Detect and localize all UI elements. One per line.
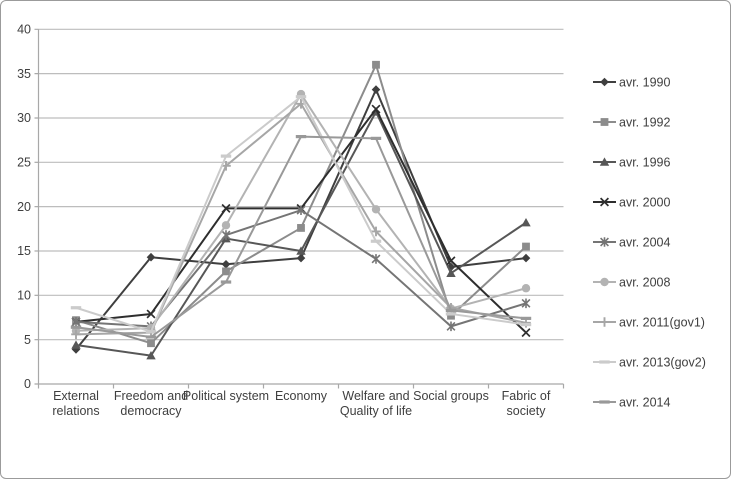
x-category-label: Welfare and [342,389,409,403]
series-avr-2004-marker-star [221,230,231,240]
y-tick-label: 35 [17,67,31,81]
series-avr-2011-gov1--marker-plus [371,226,381,237]
series-avr-1996-line [75,110,527,357]
legend-item-avr-1996-marker-triangle [599,157,610,166]
legend-item-avr-1990-label: avr. 1990 [619,75,670,89]
x-category-label: Economy [275,389,328,403]
series-avr-1990-marker-diamond [221,259,231,269]
series-avr-1990-marker-diamond [146,252,156,262]
series-avr-1996-marker-triangle [71,340,81,349]
series-avr-1992-marker-square [522,242,530,251]
legend-item-avr-2000-label: avr. 2000 [619,195,670,209]
y-tick-label: 15 [17,244,31,258]
legend-item-avr-2004-label: avr. 2004 [619,235,670,249]
series-avr-2000-marker-x [221,203,231,213]
series-avr-2004-marker-star [446,321,456,332]
series-avr-1992-marker-square [297,224,305,232]
series-avr-1990-marker-diamond [296,253,306,263]
x-category-label: Quality of life [340,404,412,418]
y-tick-label: 0 [24,377,31,391]
x-category-label: Political system [183,389,269,403]
series-avr-1990-marker-diamond [521,253,531,263]
legend-item-avr-2008-label: avr. 2008 [619,275,670,289]
legend-item-avr-1990-marker-diamond [600,77,609,87]
series-avr-2000-marker-x [521,328,531,338]
legend-item-avr-2000-marker-x [599,197,610,207]
series-avr-2004-marker-star [521,298,531,309]
legend-item-avr-1996-label: avr. 1996 [619,155,670,169]
x-category-label: society [507,404,547,418]
legend-item-avr-2013-gov2--label: avr. 2013(gov2) [619,355,706,369]
series-avr-1996-marker-triangle [521,218,531,227]
series-avr-1996-marker-triangle [446,268,456,277]
series-avr-2008-marker-circle [521,284,531,293]
legend-item-avr-2004-marker-star [600,237,609,247]
x-category-label: Fabric of [502,389,551,403]
series-avr-1996-marker-triangle [296,246,306,255]
series-avr-1992-marker-square [222,267,230,276]
x-category-label: External [53,389,99,403]
y-tick-label: 40 [17,23,31,37]
series-avr-2008-marker-circle [371,205,381,214]
x-category-label: relations [52,404,99,418]
y-tick-label: 5 [24,333,31,347]
x-category-label: Freedom and [114,389,188,403]
legend-item-avr-2014-label: avr. 2014 [619,395,670,409]
y-tick-label: 30 [17,111,31,125]
legend-item-avr-2011-gov1--marker-plus [599,317,610,327]
series-avr-2000-marker-x [446,256,456,266]
series-avr-1990-marker-diamond [371,85,381,94]
legend-item-avr-2011-gov1--label: avr. 2011(gov1) [619,315,705,329]
series-avr-2000-marker-x [371,104,381,114]
series-avr-2008-marker-circle [221,221,231,230]
x-category-label: Social groups [413,389,489,403]
series-avr-2000-line [75,108,527,334]
series-avr-2004-marker-star [371,254,381,264]
series-avr-2011-gov1--marker-plus [71,329,81,340]
y-tick-label: 20 [17,200,31,214]
series-avr-1992-marker-square [447,311,455,320]
legend-item-avr-1992-marker-square [600,118,609,126]
y-tick-label: 10 [17,289,31,303]
y-tick-label: 25 [17,156,31,170]
x-category-label: democracy [120,404,182,418]
series-avr-2004-marker-star [71,317,81,327]
legend-item-avr-1992-label: avr. 1992 [619,115,670,129]
series-avr-1996-marker-triangle [146,351,156,360]
series-avr-1992-marker-square [372,60,380,69]
series-avr-2000-marker-x [146,309,156,319]
series-avr-2004-marker-star [296,205,306,215]
series-avr-1992-marker-square [147,339,155,348]
legend-item-avr-2008-marker-circle [600,277,609,287]
